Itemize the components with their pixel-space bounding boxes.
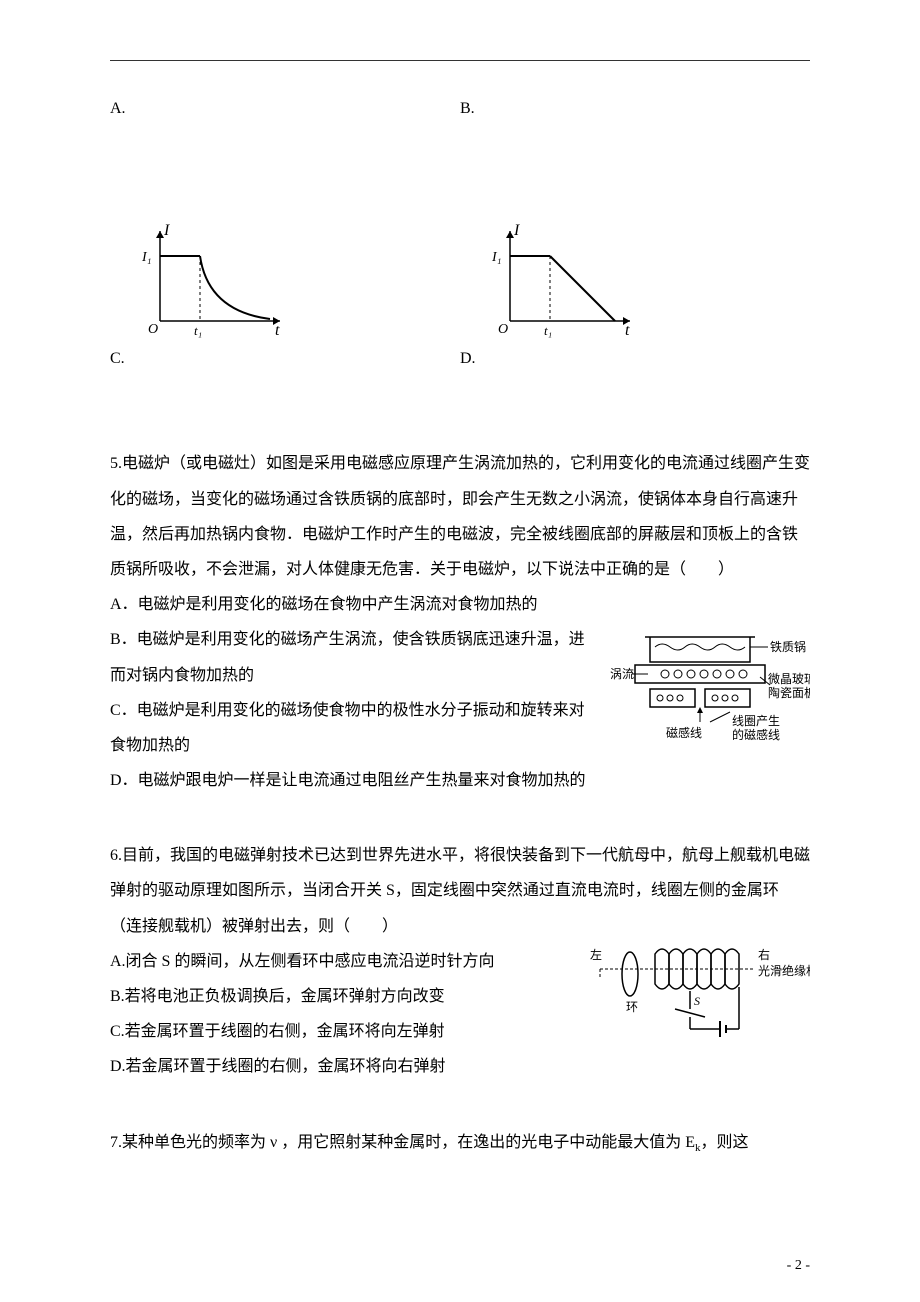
q6-stem: 6.目前，我国的电磁弹射技术已达到世界先进水平，将很快装备到下一代航母中，航母上… [110, 838, 810, 944]
option-b-label: B. [460, 91, 475, 126]
graph-c: I I₁ O t₁ t [130, 221, 290, 341]
q5-fig-eddy-label: 涡流 [610, 667, 634, 681]
q6-fig-right-label: 右 [758, 947, 770, 962]
page-top-rule [110, 60, 810, 61]
q5-fig-panel-label1: 微晶玻璃 [768, 672, 810, 686]
options-row-ab: A. B. [110, 91, 810, 126]
q5-option-d: D．电磁炉跟电炉一样是让电流通过电阻丝产生热量来对食物加热的 [110, 763, 810, 798]
q6-fig-rod-label: 光滑绝缘杆 [758, 963, 810, 978]
option-c-label: C. [110, 341, 125, 376]
q6-figure: 左 右 光滑绝缘杆 环 S [590, 939, 810, 1049]
q7-text-a: 7.某种单色光的频率为 ν ，用它照射某种金属时，在逸出的光电子中动能最大值为 … [110, 1134, 695, 1151]
q5-fig-pot-label: 铁质锅 [770, 639, 806, 654]
q7-stem: 7.某种单色光的频率为 ν ，用它照射某种金属时，在逸出的光电子中动能最大值为 … [110, 1125, 810, 1160]
q5-fig-coil-label2: 的磁感线 [732, 727, 780, 742]
graph-d-xlabel: t [625, 322, 630, 339]
q5-fig-flux-label: 磁感线 [666, 725, 702, 740]
question-7: 7.某种单色光的频率为 ν ，用它照射某种金属时，在逸出的光电子中动能最大值为 … [110, 1125, 810, 1160]
options-row-cd: I I₁ O t₁ t C. I I₁ O t₁ t D. [110, 216, 810, 376]
q5-fig-coil-label1: 线圈产生 [732, 714, 780, 728]
q5-figure: 铁质锅 涡流 微晶玻璃 陶瓷面板 线圈产生 的磁感线 磁感线 [610, 627, 810, 757]
option-a-label: A. [110, 91, 126, 126]
graph-d-origin: O [498, 322, 508, 337]
q5-option-a: A．电磁炉是利用变化的磁场在食物中产生涡流对食物加热的 [110, 587, 810, 622]
q5-fig-panel-label2: 陶瓷面板 [768, 685, 810, 700]
q6-fig-switch-label: S [694, 994, 700, 1008]
graph-c-origin: O [148, 322, 158, 337]
graph-c-xtick: t₁ [194, 323, 202, 338]
page-number: - 2 - [787, 1251, 810, 1282]
q6-fig-left-label: 左 [590, 947, 602, 962]
q6-option-d: D.若金属环置于线圈的右侧，金属环将向右弹射 [110, 1049, 810, 1084]
graph-d-xtick: t₁ [544, 323, 552, 338]
option-d-label: D. [460, 341, 476, 376]
graph-d-ytick: I₁ [491, 250, 502, 265]
graph-d: I I₁ O t₁ t [480, 221, 640, 341]
graph-c-xlabel: t [275, 322, 280, 339]
q7-text-b: ，则这 [701, 1134, 749, 1151]
question-5: 5.电磁炉（或电磁灶）如图是采用电磁感应原理产生涡流加热的，它利用变化的电流通过… [110, 446, 810, 798]
graph-d-ylabel: I [513, 222, 520, 239]
question-6: 6.目前，我国的电磁弹射技术已达到世界先进水平，将很快装备到下一代航母中，航母上… [110, 838, 810, 1084]
graph-c-ytick: I₁ [141, 250, 152, 265]
q6-fig-ring-label: 环 [626, 1000, 638, 1014]
graph-c-ylabel: I [163, 222, 170, 239]
q5-stem: 5.电磁炉（或电磁灶）如图是采用电磁感应原理产生涡流加热的，它利用变化的电流通过… [110, 446, 810, 587]
